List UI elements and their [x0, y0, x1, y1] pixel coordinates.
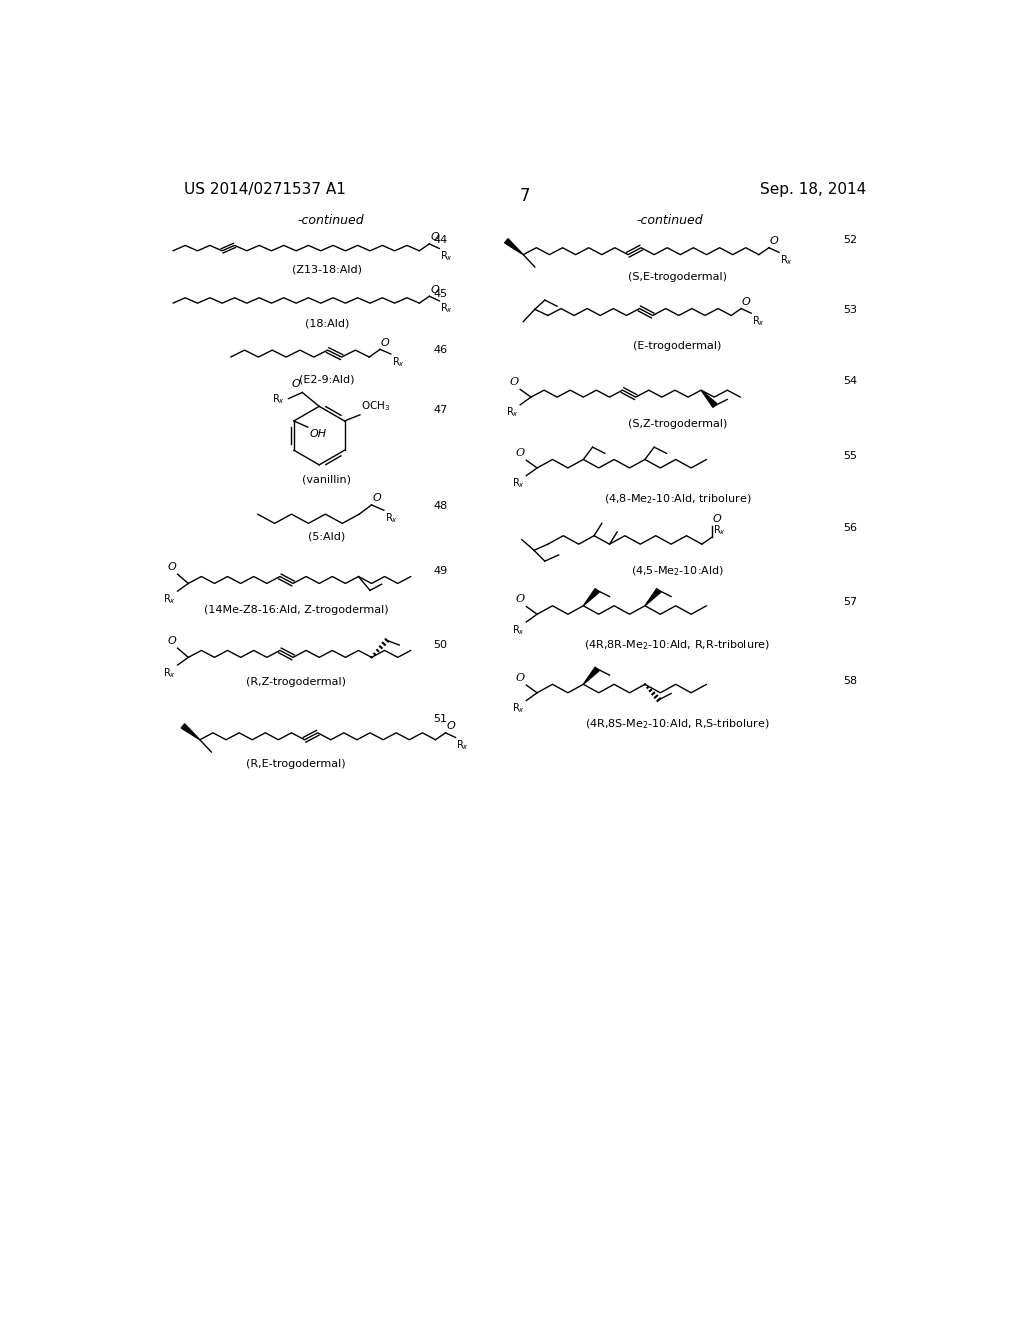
- Text: R$_x$: R$_x$: [163, 665, 176, 680]
- Text: (4,5-Me$_2$-10:Ald): (4,5-Me$_2$-10:Ald): [631, 564, 724, 578]
- Text: O: O: [770, 236, 778, 246]
- Text: (S,E-trogodermal): (S,E-trogodermal): [628, 272, 727, 281]
- Text: R$_x$: R$_x$: [714, 524, 726, 537]
- Text: 58: 58: [843, 676, 857, 686]
- Text: R$_x$: R$_x$: [440, 249, 453, 263]
- Text: R$_x$: R$_x$: [506, 405, 518, 420]
- Text: 45: 45: [433, 289, 447, 300]
- Text: O: O: [291, 379, 300, 389]
- Polygon shape: [645, 589, 660, 606]
- Text: (vanillin): (vanillin): [302, 474, 351, 484]
- Text: O: O: [713, 515, 722, 524]
- Text: OH: OH: [309, 429, 327, 438]
- Text: -continued: -continued: [636, 214, 702, 227]
- Text: 49: 49: [433, 566, 447, 577]
- Text: 50: 50: [433, 640, 447, 649]
- Text: O: O: [381, 338, 389, 348]
- Text: 46: 46: [433, 345, 447, 355]
- Text: 55: 55: [843, 451, 857, 461]
- Text: (R,E-trogodermal): (R,E-trogodermal): [247, 759, 346, 770]
- Polygon shape: [584, 589, 599, 606]
- Text: R$_x$: R$_x$: [779, 253, 793, 267]
- Text: R$_x$: R$_x$: [163, 591, 176, 606]
- Text: (5:Ald): (5:Ald): [308, 532, 345, 541]
- Text: (S,Z-trogodermal): (S,Z-trogodermal): [628, 418, 727, 429]
- Polygon shape: [701, 391, 717, 408]
- Text: 51: 51: [433, 714, 447, 725]
- Text: R$_x$: R$_x$: [272, 392, 286, 405]
- Text: (14Me-Z8-16:Ald, Z-trogodermal): (14Me-Z8-16:Ald, Z-trogodermal): [204, 605, 388, 615]
- Text: R$_x$: R$_x$: [385, 511, 398, 525]
- Text: (E-trogodermal): (E-trogodermal): [633, 341, 722, 351]
- Text: O: O: [742, 297, 751, 308]
- Text: R$_x$: R$_x$: [457, 738, 469, 752]
- Text: R$_x$: R$_x$: [752, 314, 765, 327]
- Text: 54: 54: [843, 376, 857, 385]
- Text: R$_x$: R$_x$: [440, 302, 453, 315]
- Text: Sep. 18, 2014: Sep. 18, 2014: [760, 182, 866, 197]
- Text: O: O: [167, 562, 176, 572]
- Text: O: O: [446, 721, 455, 731]
- Text: (Z13-18:Ald): (Z13-18:Ald): [292, 264, 361, 275]
- Text: (4R,8R-Me$_2$-10:Ald, R,R-tribolure): (4R,8R-Me$_2$-10:Ald, R,R-tribolure): [585, 639, 770, 652]
- Text: 52: 52: [843, 235, 857, 246]
- Text: O: O: [516, 594, 524, 605]
- Text: 53: 53: [843, 305, 857, 314]
- Text: 56: 56: [843, 523, 857, 532]
- Text: -continued: -continued: [297, 214, 365, 227]
- Text: R$_x$: R$_x$: [512, 701, 524, 715]
- Text: (E2-9:Ald): (E2-9:Ald): [299, 374, 354, 384]
- Text: 44: 44: [433, 235, 447, 246]
- Text: OCH$_3$: OCH$_3$: [361, 400, 391, 413]
- Text: O: O: [516, 673, 524, 682]
- Polygon shape: [181, 723, 200, 739]
- Text: 7: 7: [519, 187, 530, 205]
- Text: 57: 57: [843, 598, 857, 607]
- Text: (4,8-Me$_2$-10:Ald, tribolure): (4,8-Me$_2$-10:Ald, tribolure): [603, 492, 751, 506]
- Text: O: O: [430, 232, 439, 243]
- Text: O: O: [373, 494, 381, 503]
- Text: 47: 47: [433, 405, 447, 414]
- Text: US 2014/0271537 A1: US 2014/0271537 A1: [184, 182, 346, 197]
- Text: O: O: [167, 636, 176, 645]
- Polygon shape: [505, 239, 523, 255]
- Text: O: O: [510, 378, 518, 387]
- Text: (4R,8S-Me$_2$-10:Ald, R,S-tribolure): (4R,8S-Me$_2$-10:Ald, R,S-tribolure): [585, 718, 770, 731]
- Text: (18:Ald): (18:Ald): [305, 318, 349, 329]
- Text: (R,Z-trogodermal): (R,Z-trogodermal): [246, 677, 346, 688]
- Text: 48: 48: [433, 502, 447, 511]
- Polygon shape: [584, 667, 599, 684]
- Text: R$_x$: R$_x$: [392, 355, 406, 368]
- Text: R$_x$: R$_x$: [512, 477, 524, 490]
- Text: O: O: [516, 447, 524, 458]
- Text: O: O: [430, 285, 439, 294]
- Text: R$_x$: R$_x$: [512, 623, 524, 636]
